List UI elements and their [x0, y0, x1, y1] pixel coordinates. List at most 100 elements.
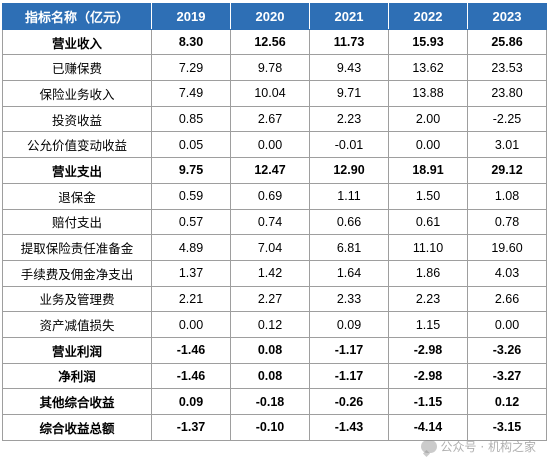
value-cell: 9.71 [309, 80, 389, 107]
value-cell: 13.88 [388, 80, 468, 107]
header-cell-metric: 指标名称（亿元） [2, 3, 152, 30]
value-cell: 19.60 [467, 234, 547, 261]
value-cell: 0.12 [230, 311, 310, 338]
table-row: 退保金 0.59 0.69 1.11 1.50 1.08 [2, 182, 547, 210]
value-cell: 10.04 [230, 80, 310, 107]
value-cell: 0.00 [151, 311, 231, 338]
value-cell: -3.27 [467, 362, 547, 390]
row-label: 公允价值变动收益 [2, 131, 152, 159]
value-cell: 13.62 [388, 54, 468, 82]
value-cell: -1.15 [388, 388, 468, 415]
table-body: 营业收入 8.30 12.56 11.73 15.93 25.86 已赚保费 7.29 9.78… [2, 28, 547, 441]
table-row: 公允价值变动收益 0.05 0.00 -0.01 0.00 3.01 [2, 131, 547, 159]
value-cell: 7.04 [230, 234, 310, 261]
value-cell: 9.43 [309, 54, 389, 82]
value-cell: 11.10 [388, 234, 468, 261]
watermark-text: 公众号 · 机构之家 [440, 440, 536, 454]
value-cell: -0.18 [230, 388, 310, 415]
value-cell: 0.08 [230, 362, 310, 390]
value-cell: -3.26 [467, 336, 547, 364]
table-row: 保险业务收入 7.49 10.04 9.71 13.88 23.80 [2, 80, 547, 107]
value-cell: 1.37 [151, 259, 231, 287]
value-cell: 2.66 [467, 285, 547, 313]
value-cell: 0.09 [151, 388, 231, 415]
table-row: 营业支出 9.75 12.47 12.90 18.91 29.12 [2, 157, 547, 184]
value-cell: 1.42 [230, 259, 310, 287]
value-cell: 7.29 [151, 54, 231, 82]
value-cell: 4.03 [467, 259, 547, 287]
value-cell: -3.15 [467, 414, 547, 441]
row-label: 业务及管理费 [2, 285, 152, 313]
value-cell: 7.49 [151, 80, 231, 107]
value-cell: 25.86 [467, 28, 547, 56]
row-label: 净利润 [2, 362, 152, 390]
table-row: 资产减值损失 0.00 0.12 0.09 1.15 0.00 [2, 311, 547, 338]
value-cell: 1.11 [309, 182, 389, 210]
value-cell: 9.75 [151, 157, 231, 184]
header-cell-year: 2023 [467, 3, 547, 30]
value-cell: 0.57 [151, 208, 231, 236]
value-cell: 6.81 [309, 234, 389, 261]
table-row: 净利润 -1.46 0.08 -1.17 -2.98 -3.27 [2, 362, 547, 390]
row-label: 资产减值损失 [2, 311, 152, 338]
value-cell: 18.91 [388, 157, 468, 184]
value-cell: 2.23 [309, 105, 389, 133]
row-label: 保险业务收入 [2, 80, 152, 107]
table-row: 综合收益总额 -1.37 -0.10 -1.43 -4.14 -3.15 [2, 414, 547, 441]
value-cell: 29.12 [467, 157, 547, 184]
table-row: 业务及管理费 2.21 2.27 2.33 2.23 2.66 [2, 285, 547, 313]
value-cell: 1.15 [388, 311, 468, 338]
table-row: 其他综合收益 0.09 -0.18 -0.26 -1.15 0.12 [2, 388, 547, 415]
wechat-icon [420, 440, 437, 453]
value-cell: 12.56 [230, 28, 310, 56]
value-cell: 12.47 [230, 157, 310, 184]
row-label: 已赚保费 [2, 54, 152, 82]
value-cell: 0.61 [388, 208, 468, 236]
table-row: 营业利润 -1.46 0.08 -1.17 -2.98 -3.26 [2, 336, 547, 364]
header-cell-year: 2020 [230, 3, 310, 30]
value-cell: 2.67 [230, 105, 310, 133]
value-cell: 0.12 [467, 388, 547, 415]
value-cell: 1.64 [309, 259, 389, 287]
row-label: 手续费及佣金净支出 [2, 259, 152, 287]
value-cell: 4.89 [151, 234, 231, 261]
value-cell: 0.00 [467, 311, 547, 338]
value-cell: 0.05 [151, 131, 231, 159]
row-label: 营业利润 [2, 336, 152, 364]
table-row: 赔付支出 0.57 0.74 0.66 0.61 0.78 [2, 208, 547, 236]
value-cell: 8.30 [151, 28, 231, 56]
watermark: 公众号 · 机构之家 [420, 438, 536, 455]
row-label: 综合收益总额 [2, 414, 152, 441]
value-cell: 12.90 [309, 157, 389, 184]
value-cell: 0.09 [309, 311, 389, 338]
value-cell: 0.74 [230, 208, 310, 236]
value-cell: 11.73 [309, 28, 389, 56]
value-cell: -1.43 [309, 414, 389, 441]
value-cell: 0.85 [151, 105, 231, 133]
value-cell: 2.23 [388, 285, 468, 313]
value-cell: -2.25 [467, 105, 547, 133]
value-cell: 15.93 [388, 28, 468, 56]
table-row: 营业收入 8.30 12.56 11.73 15.93 25.86 [2, 28, 547, 56]
row-label: 提取保险责任准备金 [2, 234, 152, 261]
value-cell: 23.53 [467, 54, 547, 82]
row-label: 赔付支出 [2, 208, 152, 236]
value-cell: 2.21 [151, 285, 231, 313]
value-cell: 0.00 [388, 131, 468, 159]
value-cell: -1.46 [151, 336, 231, 364]
table-row: 提取保险责任准备金 4.89 7.04 6.81 11.10 19.60 [2, 234, 547, 261]
value-cell: 1.50 [388, 182, 468, 210]
value-cell: 2.00 [388, 105, 468, 133]
value-cell: -1.17 [309, 362, 389, 390]
value-cell: 1.86 [388, 259, 468, 287]
row-label: 营业收入 [2, 28, 152, 56]
value-cell: -1.37 [151, 414, 231, 441]
value-cell: 0.66 [309, 208, 389, 236]
value-cell: -4.14 [388, 414, 468, 441]
financial-table: 指标名称（亿元） 2019 2020 2021 2022 2023 营业收入 8.… [2, 3, 547, 441]
table-row: 手续费及佣金净支出 1.37 1.42 1.64 1.86 4.03 [2, 259, 547, 287]
value-cell: 2.33 [309, 285, 389, 313]
value-cell: 2.27 [230, 285, 310, 313]
value-cell: 0.00 [230, 131, 310, 159]
value-cell: 9.78 [230, 54, 310, 82]
